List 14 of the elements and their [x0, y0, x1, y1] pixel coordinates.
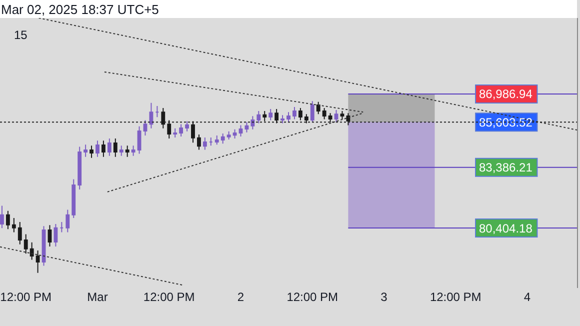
x-tick-label: 12:00 PM: [143, 290, 195, 304]
chart-title: Mar 02, 2025 18:37 UTC+5: [1, 2, 159, 17]
x-tick-label: 12:00 PM: [430, 290, 482, 304]
x-tick-label: 4: [524, 290, 531, 304]
x-tick-label: Mar: [87, 290, 108, 304]
x-tick-label: 3: [380, 290, 388, 304]
x-tick-label: 2: [237, 290, 244, 304]
y-tick-label: 86,986.94: [479, 87, 533, 102]
text: 15: [14, 28, 28, 42]
x-tick-label: 12:00 PM: [286, 290, 338, 304]
y-tick-label: 80,404.18: [479, 221, 533, 236]
y-tick-label: 85,603.52: [479, 115, 533, 130]
y-tick-label: 83,386.21: [479, 160, 533, 175]
x-tick-label: 12:00 PM: [0, 290, 52, 304]
